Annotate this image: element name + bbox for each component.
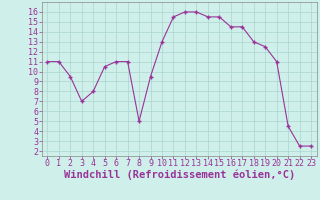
X-axis label: Windchill (Refroidissement éolien,°C): Windchill (Refroidissement éolien,°C) — [64, 170, 295, 180]
